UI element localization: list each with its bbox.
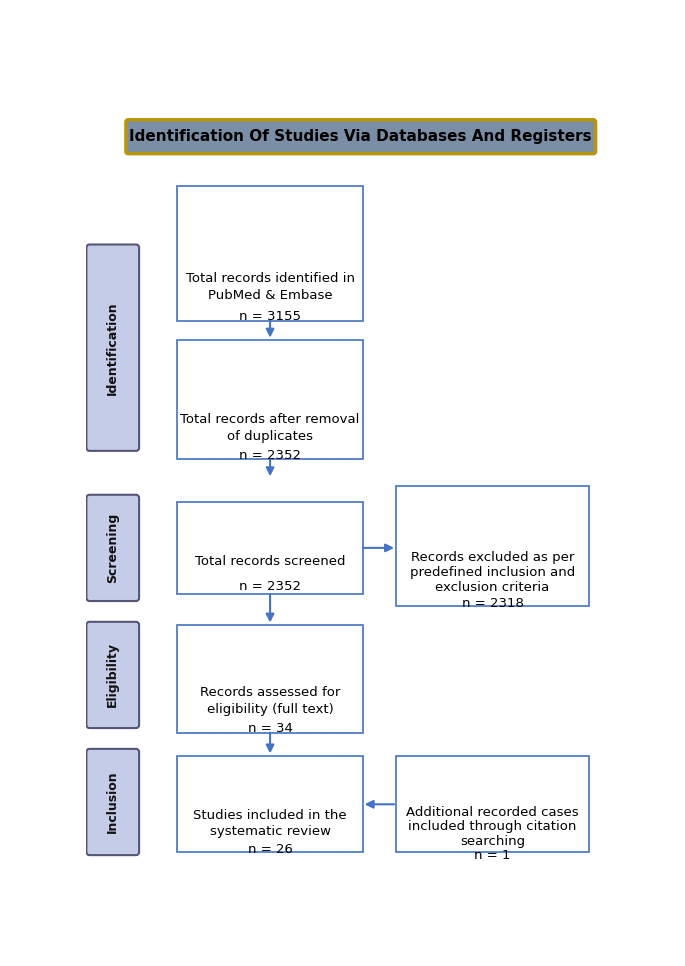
Text: n = 2352: n = 2352 (239, 449, 301, 462)
Text: Studies included in the: Studies included in the (193, 809, 347, 821)
Text: predefined inclusion and: predefined inclusion and (410, 566, 575, 579)
Text: n = 2352: n = 2352 (239, 580, 301, 593)
Bar (177, 755, 363, 852)
FancyBboxPatch shape (86, 244, 139, 451)
Text: systematic review: systematic review (210, 825, 331, 838)
Text: Total records identified in: Total records identified in (186, 271, 355, 285)
Text: n = 2318: n = 2318 (462, 597, 523, 610)
FancyBboxPatch shape (126, 120, 595, 154)
Text: Records excluded as per: Records excluded as per (411, 552, 574, 564)
Text: searching: searching (460, 835, 525, 848)
Text: Additional recorded cases: Additional recorded cases (406, 806, 579, 818)
Text: Total records screened: Total records screened (195, 555, 345, 568)
Text: n = 26: n = 26 (248, 843, 292, 856)
FancyBboxPatch shape (86, 495, 139, 601)
Text: Records assessed for: Records assessed for (200, 686, 340, 699)
Bar (396, 755, 589, 852)
Text: Inclusion: Inclusion (106, 771, 119, 834)
Text: PubMed & Embase: PubMed & Embase (208, 289, 332, 301)
Bar (396, 486, 589, 606)
Text: Eligibility: Eligibility (106, 642, 119, 707)
Bar (177, 340, 363, 460)
FancyBboxPatch shape (86, 622, 139, 728)
Bar (177, 625, 363, 732)
Bar (177, 186, 363, 321)
Text: Identification: Identification (106, 300, 119, 394)
Text: exclusion criteria: exclusion criteria (436, 581, 549, 594)
Text: n = 1: n = 1 (474, 849, 511, 863)
Text: Screening: Screening (106, 513, 119, 583)
Text: n = 3155: n = 3155 (239, 310, 301, 324)
Text: of duplicates: of duplicates (227, 430, 313, 442)
Text: included through citation: included through citation (408, 820, 577, 833)
Text: eligibility (full text): eligibility (full text) (207, 703, 334, 716)
Text: Identification Of Studies Via Databases And Registers: Identification Of Studies Via Databases … (129, 129, 592, 144)
Text: n = 34: n = 34 (248, 723, 292, 735)
Bar (177, 501, 363, 594)
Text: Total records after removal: Total records after removal (180, 412, 360, 426)
FancyBboxPatch shape (86, 749, 139, 855)
